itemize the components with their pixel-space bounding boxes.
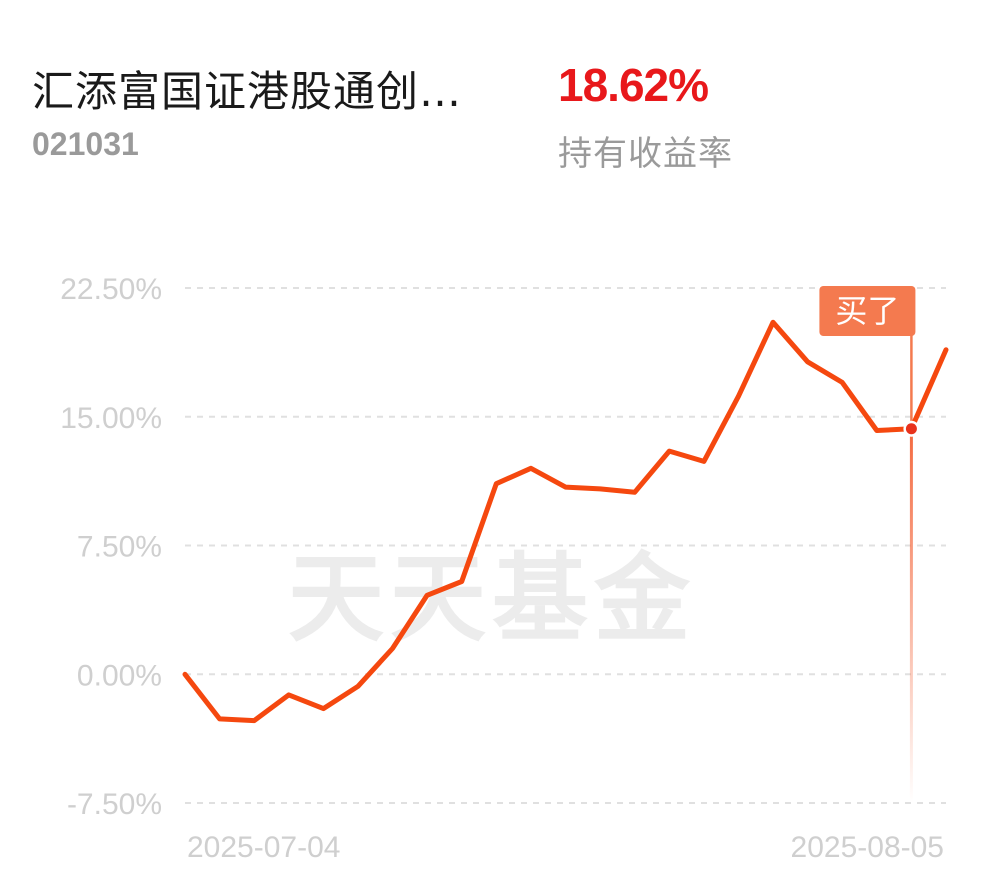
data-point [217, 716, 223, 722]
data-point [563, 484, 569, 490]
data-point [528, 465, 534, 471]
x-tick-label: 2025-07-04 [187, 831, 340, 864]
data-point [874, 427, 880, 433]
y-tick-label: 22.50% [60, 273, 162, 306]
buy-point-dot [905, 423, 917, 435]
y-tick-label: -7.50% [67, 788, 162, 821]
data-point [770, 319, 776, 325]
return-series-line [182, 319, 949, 724]
data-point [320, 706, 326, 712]
data-point [943, 347, 949, 353]
data-point [666, 448, 672, 454]
data-point [424, 592, 430, 598]
data-point [805, 359, 811, 365]
data-point [355, 683, 361, 689]
data-point [390, 646, 396, 652]
data-point [286, 692, 292, 698]
y-tick-label: 15.00% [60, 402, 162, 435]
buy-marker-badge [819, 286, 916, 336]
data-point [251, 718, 257, 724]
data-point [735, 393, 741, 399]
data-point [839, 379, 845, 385]
holding-return-value: 18.62% [558, 59, 709, 111]
holding-return-label: 持有收益率 [558, 134, 733, 174]
buy-marker-fade-line [909, 428, 913, 803]
data-point [182, 671, 188, 677]
buy-marker-label: 买了 [835, 292, 899, 330]
data-point [459, 579, 465, 585]
fund-name: 汇添富国证港股通创… [32, 67, 463, 116]
fund-code: 021031 [32, 126, 139, 162]
watermark-text: 天天基金 [288, 542, 696, 655]
y-tick-label: 0.00% [77, 659, 162, 692]
data-point [632, 489, 638, 495]
data-point [493, 481, 499, 487]
y-tick-label: 7.50% [77, 531, 162, 564]
data-point [597, 486, 603, 492]
data-point [701, 458, 707, 464]
x-tick-label: 2025-08-05 [791, 831, 944, 864]
